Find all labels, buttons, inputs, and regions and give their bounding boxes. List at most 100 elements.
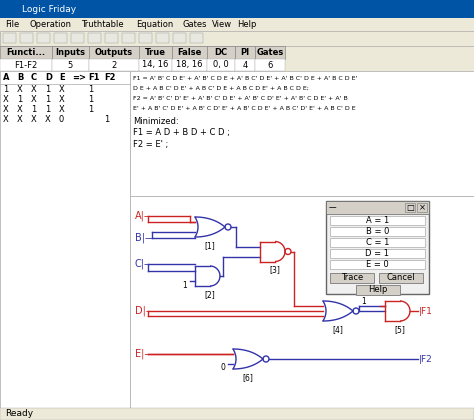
Text: X: X <box>3 105 9 113</box>
Text: Operation: Operation <box>30 20 72 29</box>
FancyBboxPatch shape <box>52 46 89 59</box>
Text: Trace: Trace <box>341 273 363 283</box>
FancyBboxPatch shape <box>330 216 425 225</box>
Text: F2 = E' ;: F2 = E' ; <box>133 141 168 150</box>
Text: |F2: |F2 <box>419 354 433 363</box>
Text: D = 1: D = 1 <box>365 249 390 258</box>
Text: 18, 16: 18, 16 <box>176 60 203 69</box>
Text: E|—: E|— <box>135 349 154 359</box>
Text: 5: 5 <box>68 60 73 69</box>
Text: F2: F2 <box>104 74 116 82</box>
Text: C|—: C|— <box>135 259 155 269</box>
Text: 2: 2 <box>111 60 117 69</box>
FancyBboxPatch shape <box>130 196 474 410</box>
FancyBboxPatch shape <box>0 31 474 46</box>
FancyBboxPatch shape <box>139 33 152 43</box>
Text: A = 1: A = 1 <box>366 216 389 225</box>
Text: E' + A B' C' D E' + A B' C D' E' + A B' C D E' + A B C' D' E' + A B C' D E: E' + A B' C' D E' + A B' C D' E' + A B' … <box>133 105 356 110</box>
FancyBboxPatch shape <box>139 46 172 59</box>
Text: X: X <box>59 84 65 94</box>
Text: A: A <box>3 74 9 82</box>
Text: [4]: [4] <box>333 325 344 334</box>
Text: 0: 0 <box>220 363 225 373</box>
FancyBboxPatch shape <box>54 33 67 43</box>
Text: Logic Friday: Logic Friday <box>22 5 76 13</box>
Text: E = 0: E = 0 <box>366 260 389 269</box>
FancyBboxPatch shape <box>0 408 474 420</box>
Text: X: X <box>3 94 9 103</box>
Text: [2]: [2] <box>205 290 215 299</box>
Text: True: True <box>145 48 166 57</box>
FancyBboxPatch shape <box>0 0 474 18</box>
Text: D E + A B C' D E' + A B C' D E + A B C D E' + A B C D E;: D E + A B C' D E' + A B C' D E + A B C D… <box>133 86 309 90</box>
Text: X: X <box>17 105 23 113</box>
Text: 1: 1 <box>17 94 22 103</box>
FancyBboxPatch shape <box>172 46 207 59</box>
Text: F2 = A' B' C' D' E' + A' B' C' D E' + A' B' C D' E' + A' B' C D E' + A' B: F2 = A' B' C' D' E' + A' B' C' D E' + A'… <box>133 95 348 100</box>
FancyBboxPatch shape <box>122 33 135 43</box>
Text: 1: 1 <box>361 297 366 305</box>
FancyBboxPatch shape <box>0 59 52 71</box>
FancyBboxPatch shape <box>172 59 207 71</box>
Text: X: X <box>59 94 65 103</box>
FancyBboxPatch shape <box>71 33 84 43</box>
FancyBboxPatch shape <box>330 273 374 283</box>
Text: 1: 1 <box>88 94 93 103</box>
Text: B|—: B|— <box>135 233 155 243</box>
FancyBboxPatch shape <box>0 18 474 31</box>
FancyBboxPatch shape <box>326 201 429 214</box>
Text: [5]: [5] <box>394 325 405 334</box>
Text: Truthtable: Truthtable <box>81 20 123 29</box>
Text: False: False <box>177 48 202 57</box>
FancyBboxPatch shape <box>235 59 255 71</box>
Text: F1: F1 <box>88 74 100 82</box>
FancyBboxPatch shape <box>330 260 425 269</box>
Text: X: X <box>31 94 37 103</box>
Text: D|—: D|— <box>135 306 155 316</box>
Text: 0, 0: 0, 0 <box>213 60 229 69</box>
FancyBboxPatch shape <box>3 33 16 43</box>
Text: Outputs: Outputs <box>95 48 133 57</box>
FancyBboxPatch shape <box>37 33 50 43</box>
Text: PI: PI <box>240 48 250 57</box>
Text: □: □ <box>406 203 414 212</box>
Text: Gates: Gates <box>182 20 207 29</box>
Text: Cancel: Cancel <box>387 273 415 283</box>
Text: 1: 1 <box>88 84 93 94</box>
FancyBboxPatch shape <box>330 249 425 258</box>
Text: B = 0: B = 0 <box>366 227 389 236</box>
Text: DC: DC <box>214 48 228 57</box>
FancyBboxPatch shape <box>207 46 235 59</box>
FancyBboxPatch shape <box>235 46 255 59</box>
Text: File: File <box>5 20 19 29</box>
Text: Inputs: Inputs <box>55 48 85 57</box>
Text: 1: 1 <box>45 105 50 113</box>
FancyBboxPatch shape <box>173 33 186 43</box>
FancyBboxPatch shape <box>379 273 423 283</box>
Text: 1: 1 <box>45 94 50 103</box>
Text: Help: Help <box>237 20 256 29</box>
FancyBboxPatch shape <box>139 59 172 71</box>
Text: B: B <box>17 74 23 82</box>
FancyBboxPatch shape <box>417 203 427 212</box>
FancyBboxPatch shape <box>326 201 429 294</box>
FancyBboxPatch shape <box>190 33 203 43</box>
Text: X: X <box>59 105 65 113</box>
Text: X: X <box>3 115 9 123</box>
Text: X: X <box>31 84 37 94</box>
FancyBboxPatch shape <box>130 71 474 196</box>
FancyBboxPatch shape <box>330 227 425 236</box>
FancyBboxPatch shape <box>356 285 400 295</box>
Text: C: C <box>31 74 37 82</box>
FancyBboxPatch shape <box>156 33 169 43</box>
Text: Minimized:: Minimized: <box>133 116 179 126</box>
Text: 1: 1 <box>45 84 50 94</box>
FancyBboxPatch shape <box>20 33 33 43</box>
Text: 1: 1 <box>88 105 93 113</box>
Text: D: D <box>45 74 52 82</box>
FancyBboxPatch shape <box>52 59 89 71</box>
Text: A|—: A|— <box>135 211 155 221</box>
Text: 0: 0 <box>59 115 64 123</box>
Text: Help: Help <box>368 286 388 294</box>
FancyBboxPatch shape <box>405 203 415 212</box>
